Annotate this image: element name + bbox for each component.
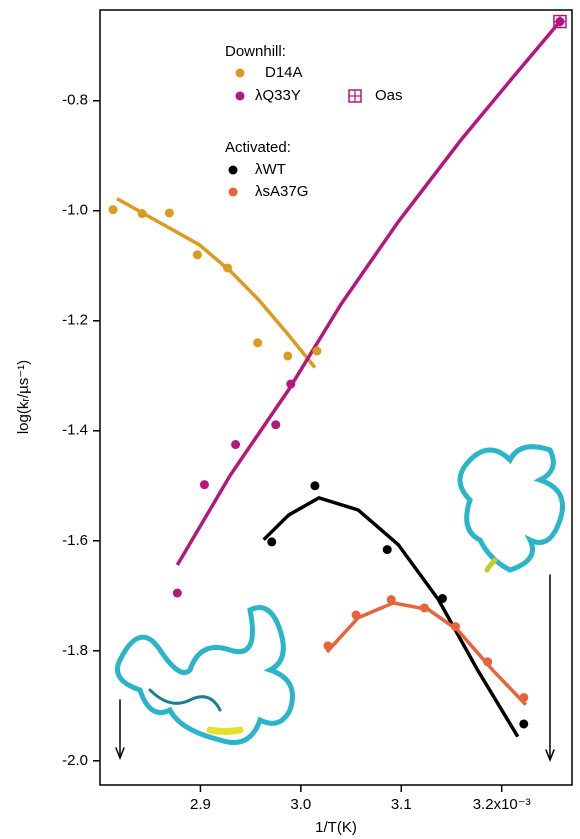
- data-point: [200, 480, 209, 489]
- y-tick-label: -2.0: [62, 752, 88, 769]
- data-point: [223, 263, 232, 272]
- legend-label: Oas: [375, 87, 403, 104]
- x-tick-label: 3.1: [391, 796, 412, 813]
- data-point: [310, 481, 319, 490]
- legend-label: D14A: [265, 64, 303, 81]
- data-point: [383, 545, 392, 554]
- legend-title: Activated:: [225, 139, 291, 156]
- plot-frame: [100, 10, 572, 785]
- data-point: [519, 693, 528, 702]
- chart: 1/T(K) log(kᵣ/µs⁻¹) -0.8 -1.0 -1.2 -1.4 -1.6…: [0, 0, 580, 839]
- data-point: [267, 537, 276, 546]
- data-point: [387, 595, 396, 604]
- data-point: [483, 657, 492, 666]
- data-point: [312, 347, 321, 356]
- data-point: [253, 338, 262, 347]
- data-point: [173, 589, 182, 598]
- legend-marker: [236, 69, 245, 78]
- legend-marker: [236, 92, 245, 101]
- legend-label: λsA37G: [255, 183, 308, 200]
- y-tick-label: -1.6: [62, 532, 88, 549]
- data-point: [193, 250, 202, 259]
- legend-marker: [229, 166, 238, 175]
- fit-line: [264, 498, 518, 737]
- legend-label: λWT: [255, 161, 286, 178]
- y-tick-label: -1.8: [62, 642, 88, 659]
- legend-marker: [349, 90, 361, 102]
- x-tick-label: 3.0: [290, 796, 311, 813]
- data-point: [286, 380, 295, 389]
- data-point: [109, 205, 118, 214]
- y-tick-label: -0.8: [62, 92, 88, 109]
- legend-marker: [229, 188, 238, 197]
- data-point: [138, 209, 147, 218]
- x-tick-label: 2.9: [190, 796, 211, 813]
- legend-title: Downhill:: [225, 43, 286, 60]
- data-point: [283, 351, 292, 360]
- y-axis-label: log(kᵣ/µs⁻¹): [15, 360, 32, 434]
- data-point: [451, 622, 460, 631]
- data-point: [420, 603, 429, 612]
- y-tick-label: -1.4: [62, 422, 88, 439]
- x-tick-label: 3.2x10⁻³: [473, 796, 531, 813]
- data-point: [231, 440, 240, 449]
- data-point: [165, 208, 174, 217]
- fit-line: [177, 22, 560, 565]
- y-tick-label: -1.2: [62, 312, 88, 329]
- data-point: [271, 420, 280, 429]
- y-tick-label: -1.0: [62, 202, 88, 219]
- data-point: [519, 719, 528, 728]
- data-point: [323, 641, 332, 650]
- x-axis-label: 1/T(K): [315, 819, 357, 836]
- legend-label: λQ33Y: [255, 87, 301, 104]
- protein-illustrations: [116, 447, 563, 760]
- fit-line: [117, 199, 315, 368]
- data-point: [438, 594, 447, 603]
- data-point: [352, 611, 361, 620]
